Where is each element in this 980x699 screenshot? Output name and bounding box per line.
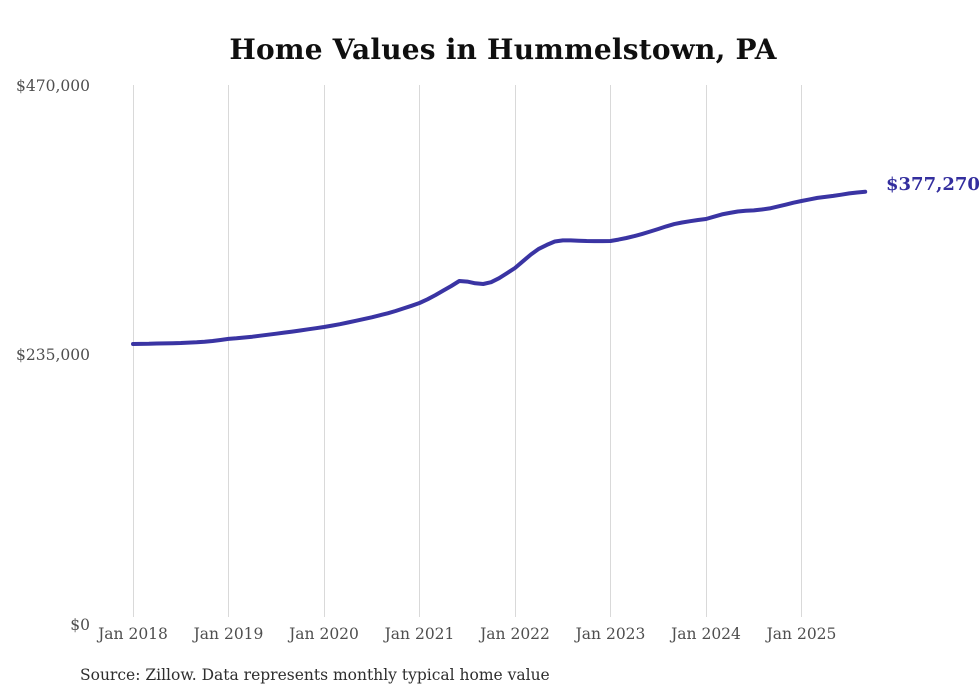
x-tick-label-jan-2021: Jan 2021 — [384, 625, 455, 643]
gridline-jan-2025 — [801, 85, 802, 617]
x-tick-label-jan-2022: Jan 2022 — [480, 625, 550, 643]
x-tick-label-jan-2024: Jan 2024 — [671, 625, 741, 643]
chart-title: Home Values in Hummelstown, PA — [229, 33, 777, 66]
gridline-jan-2022 — [514, 85, 516, 617]
gridline-jan-2019 — [228, 85, 229, 617]
y-tick-label-0: $0 — [70, 615, 90, 634]
x-tick-label-jan-2025: Jan 2025 — [766, 625, 837, 643]
x-tick-label-jan-2020: Jan 2020 — [289, 625, 359, 643]
gridline-jan-2018 — [132, 85, 134, 617]
gridline-jan-2021 — [419, 85, 420, 617]
x-tick-label-jan-2023: Jan 2023 — [575, 625, 646, 643]
gridline-jan-2024 — [705, 85, 707, 617]
y-tick-label-235000: $235,000 — [16, 346, 90, 364]
latest-value-label: $377,270 — [886, 173, 980, 195]
y-tick-label-470000: $470,000 — [16, 76, 90, 95]
source-note: Source: Zillow. Data represents monthly … — [80, 666, 550, 684]
gridline-jan-2020 — [323, 85, 325, 617]
home-value-line — [131, 189, 868, 346]
x-tick-label-jan-2018: Jan 2018 — [98, 625, 168, 643]
gridline-jan-2023 — [610, 85, 611, 617]
x-tick-label-jan-2019: Jan 2019 — [193, 625, 264, 643]
